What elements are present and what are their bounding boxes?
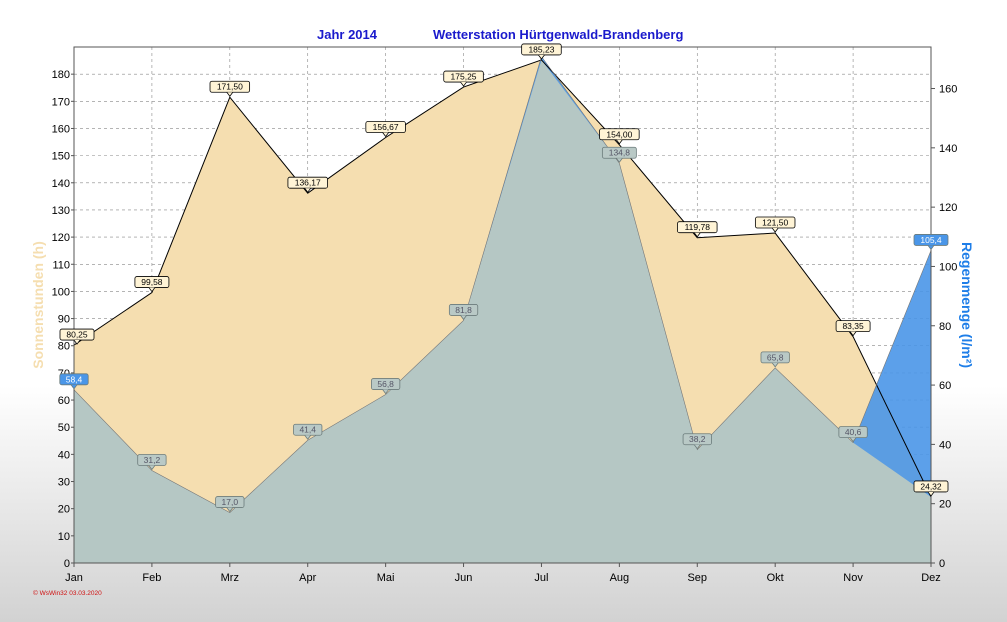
left-tick-label: 160	[52, 123, 70, 135]
right-tick-label: 60	[939, 380, 951, 392]
data-label-pointer	[304, 187, 312, 193]
data-labels: 80,25 99,58 171,50 136,17 156,67 175,25 185,23…	[59, 43, 949, 513]
data-label: 99,58	[141, 277, 163, 287]
left-tick-label: 110	[52, 259, 70, 271]
x-tick-label: Okt	[767, 572, 784, 584]
right-tick-label: 20	[939, 499, 951, 511]
data-label-pointer	[148, 465, 156, 471]
data-label-pointer	[616, 139, 623, 145]
data-label-pointer	[460, 315, 467, 321]
chart-title-station: Wetterstation Hürtgenwald-Brandenberg	[433, 27, 683, 42]
data-label: 83,35	[842, 321, 864, 331]
x-tick-label: Jan	[65, 572, 83, 584]
chart-title-year: Jahr 2014	[317, 27, 378, 42]
data-label-pointer	[382, 132, 389, 138]
x-tick-label: Nov	[843, 572, 863, 584]
right-tick-label: 100	[939, 261, 957, 273]
left-tick-label: 120	[52, 232, 70, 244]
data-label: 17,0	[222, 497, 239, 507]
data-label-pointer	[460, 81, 467, 87]
data-label-pointer	[226, 92, 234, 97]
x-tick-label: Aug	[610, 572, 630, 584]
data-label: 175,25	[451, 72, 477, 82]
data-label: 80,25	[66, 330, 88, 340]
data-label: 119,78	[685, 222, 711, 232]
data-label: 105,4	[920, 235, 942, 245]
data-label: 154,00	[606, 129, 632, 139]
data-label-pointer	[148, 287, 156, 293]
data-label-pointer	[304, 434, 312, 440]
right-tick-label: 160	[939, 84, 957, 96]
data-label: 156,67	[373, 122, 399, 132]
left-tick-label: 20	[58, 504, 70, 516]
left-tick-label: 90	[58, 314, 70, 326]
data-label-pointer	[538, 54, 545, 60]
plot-frame	[73, 46, 932, 564]
left-tick-label: 140	[52, 178, 70, 190]
x-tick-label: Sep	[687, 572, 707, 584]
left-tick-label: 30	[58, 477, 70, 489]
data-label: 121,50	[762, 218, 788, 228]
footer-credit: © WsWin32 03.03.2020	[33, 589, 102, 597]
data-label-pointer	[693, 444, 701, 450]
data-label: 171,50	[217, 82, 243, 92]
left-tick-label: 50	[58, 422, 70, 434]
data-label: 58,4	[66, 374, 83, 384]
data-label-pointer	[616, 158, 623, 163]
x-tick-label: Dez	[921, 572, 941, 584]
left-tick-label: 80	[58, 341, 70, 353]
right-tick-label: 40	[939, 439, 951, 451]
data-label: 41,4	[299, 425, 316, 435]
overlap-area	[74, 60, 931, 563]
data-label: 136,17	[295, 178, 321, 188]
right-tick-label: 0	[939, 558, 945, 570]
left-tick-label: 170	[52, 96, 70, 108]
x-tick-label: Mrz	[221, 572, 239, 584]
x-tick-label: Jun	[455, 572, 473, 584]
data-label-pointer	[382, 389, 389, 395]
left-tick-label: 130	[52, 205, 70, 217]
data-label-pointer	[927, 491, 935, 497]
sunshine-line	[74, 59, 931, 498]
x-tick-label: Jul	[534, 572, 548, 584]
data-label: 38,2	[689, 434, 706, 444]
data-label-pointer	[693, 232, 701, 238]
x-tick-label: Feb	[142, 572, 161, 584]
right-tick-label: 120	[939, 202, 957, 214]
left-axis-label: Sonnenstunden (h)	[30, 241, 46, 369]
left-tick-label: 180	[52, 69, 70, 81]
x-tick-label: Mai	[377, 572, 395, 584]
data-label-pointer	[849, 331, 857, 337]
right-tick-label: 80	[939, 321, 951, 333]
data-label-pointer	[226, 507, 234, 513]
left-tick-label: 60	[58, 395, 70, 407]
left-tick-label: 150	[52, 151, 70, 163]
x-tick-label: Apr	[299, 572, 316, 584]
data-label: 81,8	[455, 305, 472, 315]
left-tick-label: 40	[58, 449, 70, 461]
data-label: 40,6	[845, 427, 862, 437]
data-label-pointer	[927, 245, 935, 251]
axes: 0102030405060708090100110120130140150160…	[52, 69, 958, 584]
left-tick-label: 10	[58, 531, 70, 543]
data-label: 31,2	[144, 455, 161, 465]
data-label-pointer	[73, 339, 81, 345]
data-label: 134,8	[609, 148, 631, 158]
data-label-pointer	[771, 227, 779, 233]
left-tick-label: 100	[52, 286, 70, 298]
data-label: 185,23	[528, 44, 554, 54]
data-label: 56,8	[377, 379, 394, 389]
data-label-pointer	[771, 362, 779, 368]
data-label: 24,32	[920, 481, 942, 491]
right-tick-label: 140	[939, 143, 957, 155]
left-tick-label: 0	[64, 558, 70, 570]
right-axis-label: Regenmenge (l/m²)	[959, 242, 975, 368]
data-label: 65,8	[767, 352, 784, 362]
data-label-pointer	[849, 437, 857, 443]
data-label-pointer	[70, 384, 78, 390]
